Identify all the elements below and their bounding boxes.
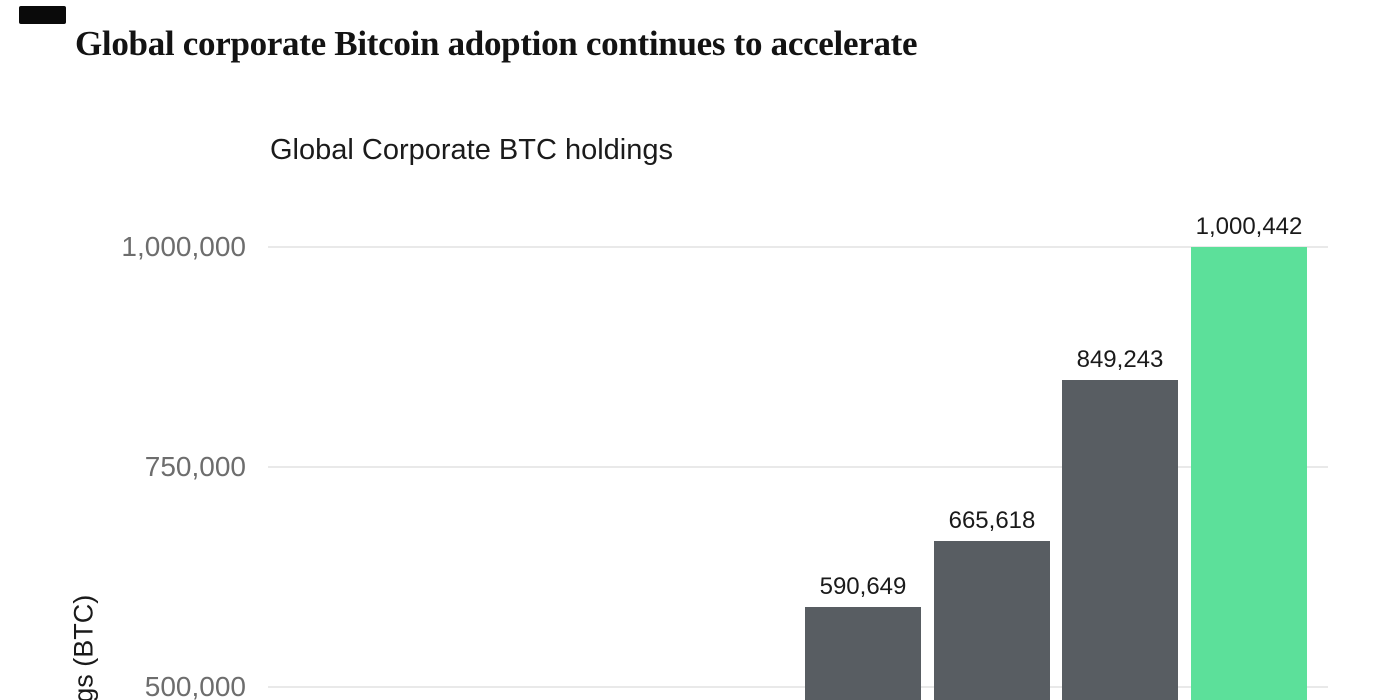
bar-highlighted — [1191, 247, 1307, 700]
gridline — [268, 466, 1328, 468]
y-tick-label: 750,000 — [144, 451, 246, 482]
headline: Global corporate Bitcoin adoption contin… — [75, 24, 918, 63]
bar-value-label: 590,649 — [819, 573, 907, 600]
bar-value-label: 665,618 — [948, 507, 1036, 534]
bar-value-label: 849,243 — [1076, 346, 1164, 373]
y-tick-label: 500,000 — [144, 671, 246, 700]
y-tick-label: 1,000,000 — [121, 231, 246, 262]
gridline — [268, 686, 1328, 688]
bar — [805, 607, 921, 700]
cropped-ui-fragment — [19, 6, 66, 24]
bar — [1062, 380, 1178, 700]
bar — [934, 541, 1050, 700]
chart-title: Global Corporate BTC holdings — [270, 134, 673, 166]
gridline — [268, 246, 1328, 248]
bar-value-label: 1,000,442 — [1195, 213, 1303, 240]
